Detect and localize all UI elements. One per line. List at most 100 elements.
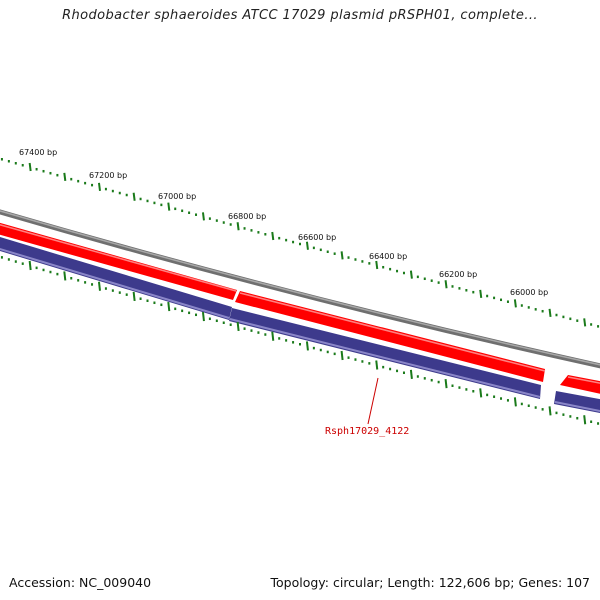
ruler-minor-dot <box>590 323 593 326</box>
forward-gene-shine <box>239 292 546 372</box>
ruler-minor-dot <box>257 331 260 334</box>
ruler-minor-dot <box>111 289 114 292</box>
ruler-minor-dot <box>520 402 523 406</box>
reverse-gene[interactable] <box>554 391 600 415</box>
ruler-minor-dot <box>70 277 73 280</box>
ruler-major-tick <box>201 311 205 322</box>
ruler-minor-dot <box>104 287 107 290</box>
ruler-minor-dot <box>181 309 184 313</box>
reverse-gene[interactable] <box>0 234 232 320</box>
reverse-gene-shine <box>229 318 541 398</box>
ruler-minor-dot <box>368 362 371 365</box>
backbone-arc <box>0 209 600 369</box>
ruler-minor-dot <box>14 161 17 165</box>
ruler-major-tick <box>305 241 309 250</box>
ruler-minor-dot <box>333 252 336 255</box>
ruler-minor-dot <box>541 309 544 313</box>
ruler-minor-dot <box>257 231 260 234</box>
forward-gene-shine <box>0 224 237 292</box>
ruler-minor-dot <box>520 304 523 307</box>
ruler-minor-dot <box>125 193 128 197</box>
ruler-minor-dot <box>472 390 475 393</box>
ruler-label: 67200 bp <box>89 171 127 180</box>
ruler-minor-dot <box>174 307 177 311</box>
ruler-minor-dot <box>250 229 253 232</box>
ruler-minor-dot <box>49 171 52 175</box>
ruler-minor-dot <box>208 317 211 321</box>
ruler-major-tick <box>340 350 344 361</box>
ruler-minor-dot <box>35 266 38 270</box>
ruler-major-tick <box>63 271 67 281</box>
ruler-minor-dot <box>188 311 191 315</box>
ruler-minor-dot <box>222 221 225 224</box>
ruler-minor-dot <box>292 240 295 244</box>
ruler-minor-dot <box>146 299 149 302</box>
ruler-major-tick <box>548 308 552 317</box>
ruler-major-tick <box>236 321 240 332</box>
ruler-minor-dot <box>160 203 163 207</box>
ruler-major-tick <box>444 379 448 389</box>
backbone-arc-highlight <box>0 210 600 366</box>
forward-gene[interactable] <box>560 375 600 396</box>
inner-ruler-dots <box>0 256 600 425</box>
ruler-minor-dot <box>208 217 211 220</box>
ruler-label: 66200 bp <box>439 270 477 279</box>
ruler-minor-dot <box>569 317 572 321</box>
ruler-minor-dot <box>437 380 440 384</box>
ruler-label: 66800 bp <box>228 212 266 221</box>
ruler-minor-dot <box>35 167 38 171</box>
ruler-minor-dot <box>160 303 163 307</box>
ruler-minor-dot <box>285 339 288 342</box>
ruler-minor-dot <box>465 289 468 292</box>
ruler-minor-dot <box>91 183 94 187</box>
ruler-minor-dot <box>243 227 246 230</box>
ruler-minor-dot <box>451 285 454 288</box>
ruler-minor-dot <box>382 265 385 269</box>
ruler-minor-dot <box>389 367 392 371</box>
ruler-minor-dot <box>139 297 142 300</box>
gene-label[interactable]: Rsph17029_4122 <box>325 426 409 437</box>
ruler-minor-dot <box>562 413 565 416</box>
ruler-minor-dot <box>21 262 24 265</box>
outer-ruler-dots <box>0 157 600 328</box>
ruler-minor-dot <box>506 300 509 303</box>
ruler-major-tick <box>548 406 552 416</box>
ruler-minor-dot <box>527 404 530 407</box>
ruler-minor-dot <box>500 397 503 400</box>
ruler-minor-dot <box>7 159 10 163</box>
ruler-major-tick <box>271 231 275 241</box>
ruler-major-tick <box>513 299 517 308</box>
ruler-minor-dot <box>153 301 156 305</box>
ruler-minor-dot <box>70 177 73 181</box>
ruler-major-tick <box>201 212 205 221</box>
ruler-minor-dot <box>195 313 198 317</box>
ruler-minor-dot <box>319 248 322 252</box>
ruler-major-tick <box>583 318 587 327</box>
ruler-minor-dot <box>285 238 288 242</box>
ruler-minor-dot <box>555 411 558 415</box>
ruler-minor-dot <box>215 319 218 323</box>
reverse-gene-shine <box>554 401 600 413</box>
ruler-minor-dot <box>14 260 17 263</box>
ruler-minor-dot <box>354 258 357 261</box>
ruler-minor-dot <box>56 272 59 276</box>
ruler-labels: 67400 bp 67200 bp 67000 bp 66800 bp 6660… <box>19 148 548 297</box>
ruler-minor-dot <box>458 287 461 290</box>
ruler-minor-dot <box>458 386 461 389</box>
ruler-minor-dot <box>77 279 80 282</box>
ruler-minor-dot <box>396 269 399 273</box>
ruler-minor-dot <box>118 291 121 294</box>
ruler-minor-dot <box>423 377 426 380</box>
inner-ruler-ticks <box>28 260 587 425</box>
ruler-minor-dot <box>333 352 336 356</box>
ruler-minor-dot <box>569 415 572 418</box>
ruler-label: 67400 bp <box>19 148 57 157</box>
reverse-gene[interactable] <box>229 308 541 399</box>
forward-gene[interactable] <box>235 291 545 382</box>
ruler-minor-dot <box>486 393 489 397</box>
ruler-major-tick <box>479 289 483 298</box>
ruler-major-tick <box>583 415 587 425</box>
summary-text: Topology: circular; Length: 122,606 bp; … <box>270 575 591 590</box>
ruler-minor-dot <box>0 157 3 161</box>
